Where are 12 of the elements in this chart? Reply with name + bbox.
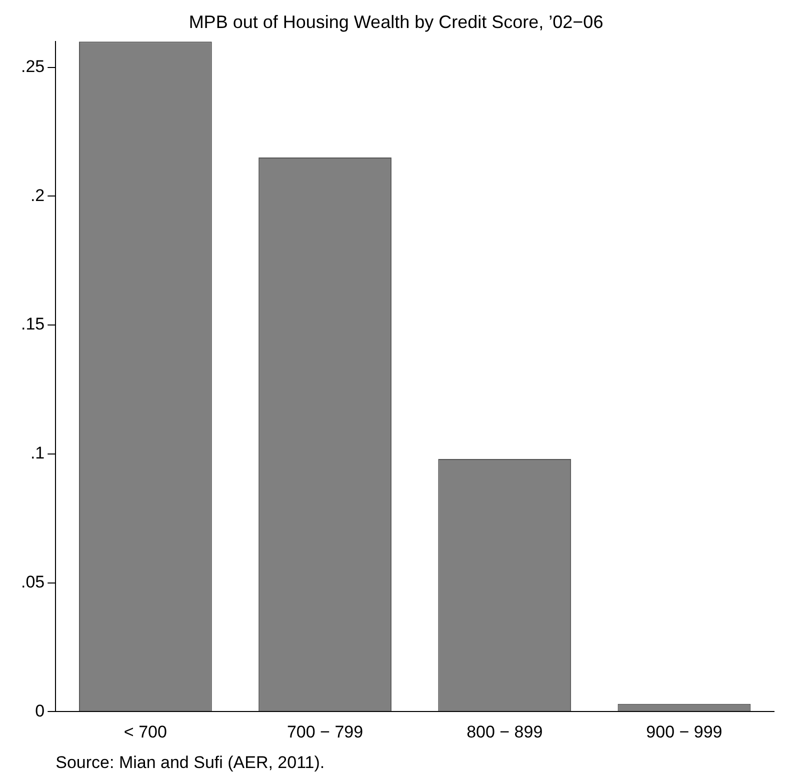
y-tick-label: .1 <box>30 444 45 463</box>
y-tick-label: 0 <box>35 701 45 720</box>
x-tick-label: < 700 <box>124 722 167 742</box>
x-tick-label: 700 − 799 <box>286 722 364 742</box>
y-tick-label: .2 <box>30 186 45 205</box>
source-note: Source: Mian and Sufi (AER, 2011). <box>56 753 325 772</box>
y-tick-label: .25 <box>20 57 45 76</box>
x-tick-label: 800 − 899 <box>466 722 543 742</box>
chart-title: MPB out of Housing Wealth by Credit Score, ’02−06 <box>188 12 604 32</box>
x-tick-label: 900 − 999 <box>646 722 722 742</box>
y-tick-label: .15 <box>20 314 45 334</box>
y-tick-label: .05 <box>20 572 45 592</box>
